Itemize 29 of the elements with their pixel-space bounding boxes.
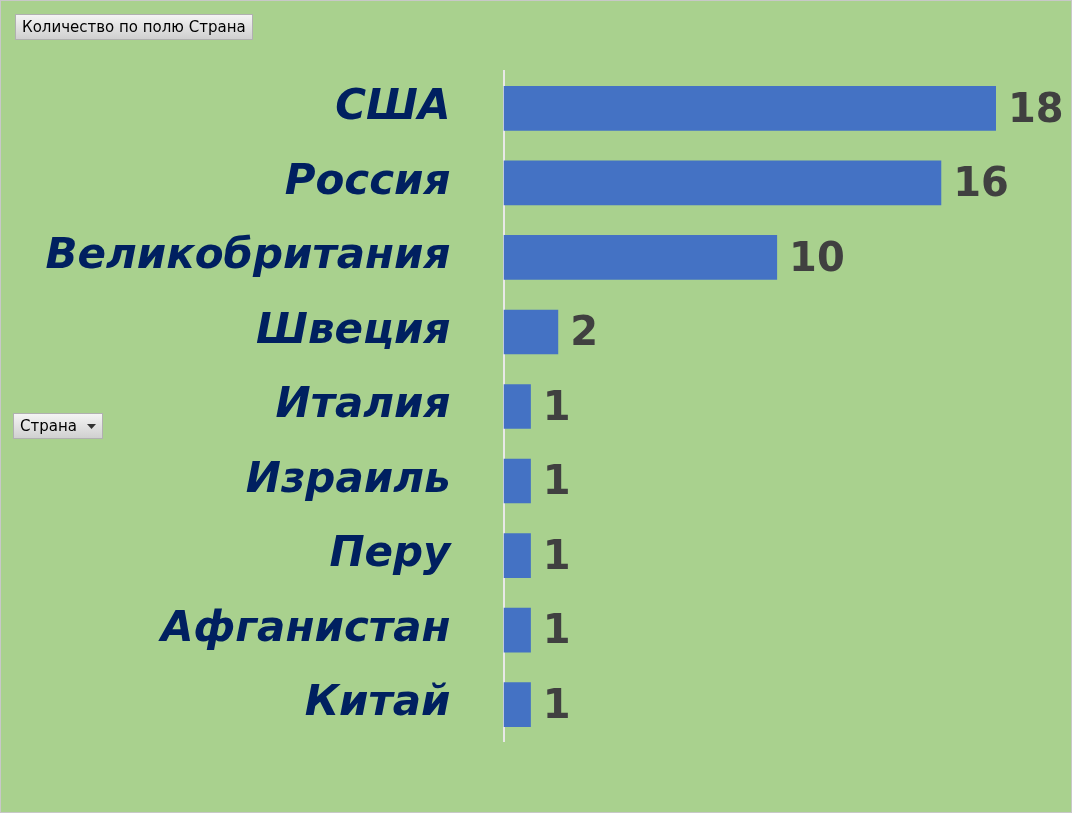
bar xyxy=(503,309,559,355)
bar xyxy=(503,86,996,131)
y-tick-label: Италия xyxy=(275,378,451,428)
data-label: 2 xyxy=(570,308,599,355)
data-label: 1 xyxy=(542,531,571,578)
text: Страна xyxy=(20,417,77,435)
bar xyxy=(503,682,531,727)
bar xyxy=(503,458,531,504)
y-tick-label: Россия xyxy=(284,154,451,204)
y-tick-label: Великобритания xyxy=(45,229,451,279)
bar xyxy=(503,607,531,653)
y-tick-label: США xyxy=(335,80,451,130)
text: Количество по полю Страна xyxy=(22,18,246,36)
data-label: 1 xyxy=(542,382,571,429)
bar xyxy=(503,533,531,578)
data-label: 1 xyxy=(542,606,571,653)
data-label: 1 xyxy=(542,680,571,727)
data-label: 16 xyxy=(953,159,1009,206)
y-tick-label: Швеция xyxy=(256,303,451,353)
bar xyxy=(503,160,942,206)
y-tick-label: Китай xyxy=(304,676,451,726)
data-label: 18 xyxy=(1008,84,1064,131)
bar xyxy=(503,384,531,429)
y-tick-label: Израиль xyxy=(245,452,451,502)
bar xyxy=(503,235,778,280)
y-tick-label: Афганистан xyxy=(157,601,451,651)
data-label: 10 xyxy=(789,233,845,280)
y-tick-label: Перу xyxy=(329,527,453,577)
data-label: 1 xyxy=(542,457,571,504)
